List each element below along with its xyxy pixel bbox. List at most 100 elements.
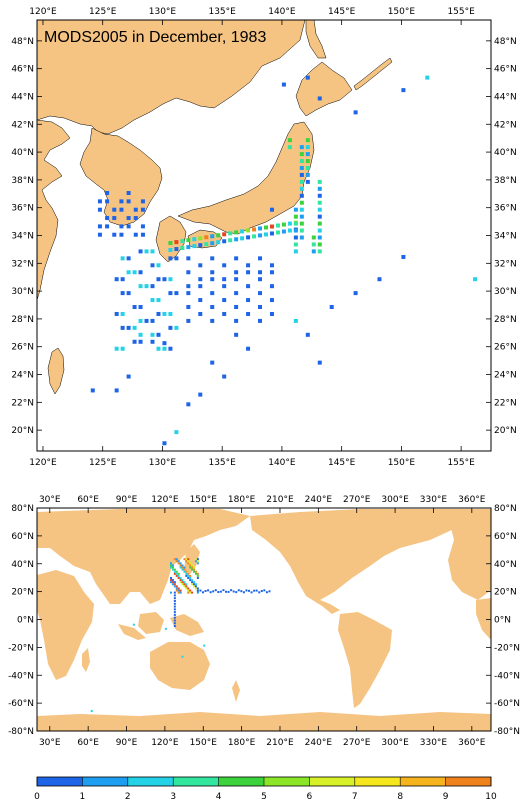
observation-cell xyxy=(240,236,245,241)
observation-cell xyxy=(168,248,173,253)
observation-cell xyxy=(287,138,292,143)
observation-cell xyxy=(317,186,322,191)
observation-cell xyxy=(185,587,188,590)
observation-cell xyxy=(198,298,203,303)
observation-cell xyxy=(132,305,137,310)
regional-x-tick-label: 150°E xyxy=(388,458,416,468)
observation-cell xyxy=(126,270,131,275)
regional-land xyxy=(36,19,393,395)
observation-cell xyxy=(210,305,215,310)
observation-cell xyxy=(119,199,124,204)
observation-cell xyxy=(171,583,174,586)
observation-cell xyxy=(181,655,184,658)
observation-cell xyxy=(299,193,304,198)
observation-cell xyxy=(317,360,322,365)
observation-cell xyxy=(317,242,322,247)
observation-cell xyxy=(258,270,263,275)
observation-cell xyxy=(293,242,298,247)
observation-cell xyxy=(299,235,304,240)
observation-cell xyxy=(133,207,138,212)
observation-cell xyxy=(174,247,179,252)
observation-cell xyxy=(317,179,322,184)
observation-cell xyxy=(258,277,263,282)
observation-cell xyxy=(156,298,161,303)
colorbar-segment xyxy=(82,777,128,786)
observation-cell xyxy=(401,254,406,259)
observation-cell xyxy=(299,145,304,150)
observation-cell xyxy=(173,605,176,608)
regional-x-tick-label: 120°E xyxy=(29,458,57,468)
observation-cell xyxy=(126,325,131,330)
observation-cell xyxy=(199,589,202,592)
observation-cell xyxy=(150,318,155,323)
observation-cell xyxy=(138,332,143,337)
observation-cell xyxy=(181,583,184,586)
observation-cell xyxy=(175,570,178,573)
observation-cell xyxy=(222,239,227,244)
observation-cell xyxy=(168,325,173,330)
regional-x-tick-label: 135°E xyxy=(208,7,236,17)
observation-cell xyxy=(269,207,274,212)
observation-cell xyxy=(228,231,233,236)
observation-cell xyxy=(156,263,161,268)
observation-cell xyxy=(183,585,186,588)
observation-cell xyxy=(180,246,185,251)
observation-cell xyxy=(138,339,143,344)
global-y-tick-label: -20°N xyxy=(494,643,520,653)
observation-cell xyxy=(189,574,192,577)
observation-cell xyxy=(234,318,239,323)
regional-y-tick-label: 32°N xyxy=(494,259,517,269)
observation-cell xyxy=(234,270,239,275)
global-y-tick-label: -40°N xyxy=(494,671,520,681)
colorbar-label: 7 xyxy=(352,792,358,802)
observation-cell xyxy=(196,560,199,563)
observation-cell xyxy=(180,239,185,244)
global-y-ticks-right: 80°N 60°N 40°N 20°N 0°N -20°N -40°N -60°N -80°N xyxy=(486,504,520,737)
observation-cell xyxy=(196,572,199,575)
observation-cell xyxy=(186,402,191,407)
observation-cell xyxy=(191,591,194,594)
observation-cell xyxy=(234,332,239,337)
observation-cell xyxy=(252,227,257,232)
observation-cell xyxy=(222,263,227,268)
observation-cell xyxy=(196,562,199,565)
observation-cell xyxy=(193,585,196,588)
observation-cell xyxy=(173,581,176,584)
global-observation-cells xyxy=(90,558,271,713)
observation-cell xyxy=(173,583,176,586)
observation-cell xyxy=(126,291,131,296)
observation-cell xyxy=(194,570,197,573)
regional-y-tick-label: 34°N xyxy=(494,232,517,242)
observation-cell xyxy=(193,581,196,584)
colorbar-segment xyxy=(37,777,83,786)
observation-cell xyxy=(246,270,251,275)
observation-cell xyxy=(401,88,406,93)
global-x-tick-label: 270°E xyxy=(343,738,371,748)
regional-x-ticks-top: 120°E 125°E 130°E 135°E 140°E 145°E 150°E 155°E xyxy=(29,7,475,25)
observation-cell xyxy=(140,232,145,237)
observation-cell xyxy=(175,560,178,563)
observation-cell xyxy=(227,590,230,593)
observation-cell xyxy=(140,199,145,204)
observation-cell xyxy=(105,199,110,204)
observation-cell xyxy=(305,159,310,164)
regional-y-tick-label: 42°N xyxy=(494,120,517,130)
observation-cell xyxy=(175,574,178,577)
global-x-tick-label: 150°E xyxy=(190,738,218,748)
observation-cell xyxy=(287,221,292,226)
observation-cell xyxy=(168,346,173,351)
observation-cell xyxy=(317,207,322,212)
observation-cell xyxy=(246,346,251,351)
observation-cell xyxy=(258,305,263,310)
observation-cell xyxy=(193,570,196,573)
observation-cell xyxy=(240,590,243,593)
observation-cell xyxy=(317,193,322,198)
observation-cell xyxy=(196,558,199,561)
observation-cell xyxy=(258,256,263,261)
observation-cell xyxy=(114,388,119,393)
regional-y-tick-label: 48°N xyxy=(11,37,34,47)
observation-cell xyxy=(171,568,174,571)
observation-cell xyxy=(264,232,268,237)
observation-cell xyxy=(210,234,215,239)
observation-cell xyxy=(237,589,240,592)
